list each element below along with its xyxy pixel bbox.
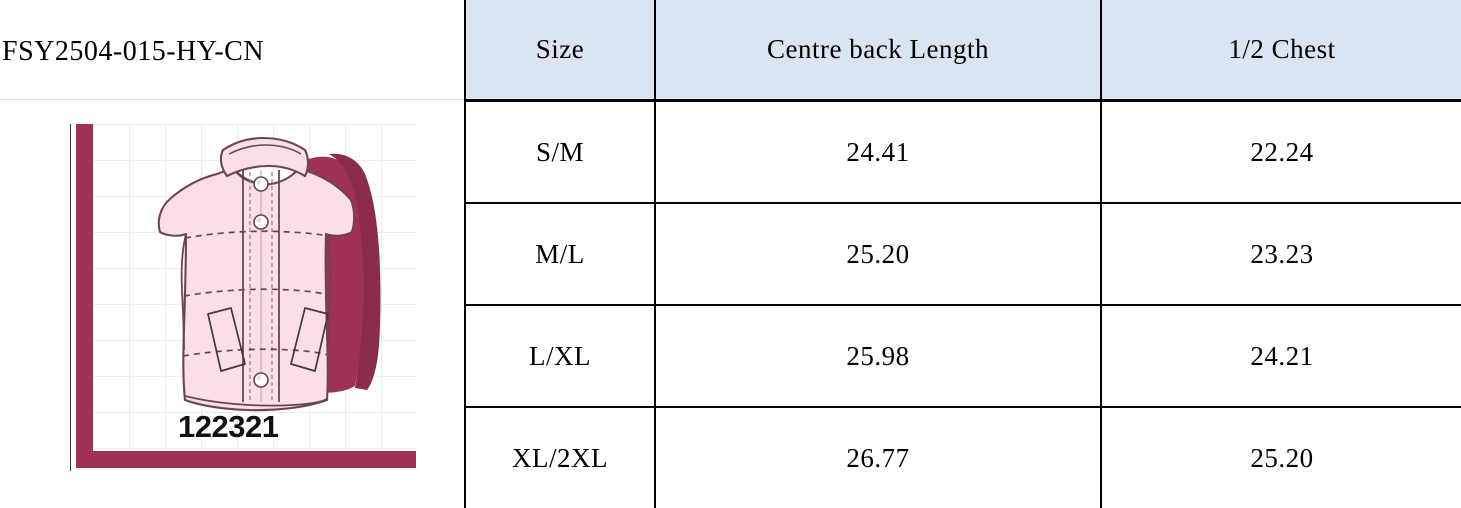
- vertical-rule: [70, 124, 71, 471]
- artwork-frame-left-bar: [76, 124, 93, 468]
- product-panel: FSY2504-015-HY-CN: [0, 0, 464, 501]
- cell-half-chest: 22.24: [1100, 100, 1461, 204]
- column-header-half-chest: 1/2 Chest: [1100, 0, 1461, 102]
- table-row: S/M 24.41 22.24: [464, 100, 1461, 204]
- table-row: XL/2XL 26.77 25.20: [464, 407, 1461, 508]
- column-header-centre-back-length: Centre back Length: [654, 0, 1102, 102]
- cell-size: L/XL: [464, 305, 656, 408]
- artwork-frame-bottom-bar: [76, 451, 416, 468]
- table-row: M/L 25.20 23.23: [464, 203, 1461, 306]
- cell-size: S/M: [464, 100, 656, 204]
- cell-size: XL/2XL: [464, 407, 656, 508]
- panel-divider: [0, 99, 464, 100]
- cell-half-chest: 25.20: [1100, 407, 1461, 508]
- table-header-row: Size Centre back Length 1/2 Chest: [464, 0, 1461, 102]
- style-number-label: 122321: [178, 409, 279, 444]
- cell-size: M/L: [464, 203, 656, 306]
- cell-half-chest: 24.21: [1100, 305, 1461, 408]
- column-header-size: Size: [464, 0, 656, 102]
- size-measurement-table: Size Centre back Length 1/2 Chest S/M 24…: [464, 0, 1461, 508]
- table-row: L/XL 25.98 24.21: [464, 305, 1461, 408]
- size-table-container: Size Centre back Length 1/2 Chest S/M 24…: [464, 0, 1461, 508]
- cell-centre-back-length: 25.20: [654, 203, 1102, 306]
- cell-centre-back-length: 26.77: [654, 407, 1102, 508]
- cell-half-chest: 23.23: [1100, 203, 1461, 306]
- cell-centre-back-length: 25.98: [654, 305, 1102, 408]
- product-image-region: 122321: [60, 110, 464, 480]
- product-code-label: FSY2504-015-HY-CN: [2, 36, 265, 67]
- cell-centre-back-length: 24.41: [654, 100, 1102, 204]
- puffer-vest-illustration-icon: [93, 124, 416, 451]
